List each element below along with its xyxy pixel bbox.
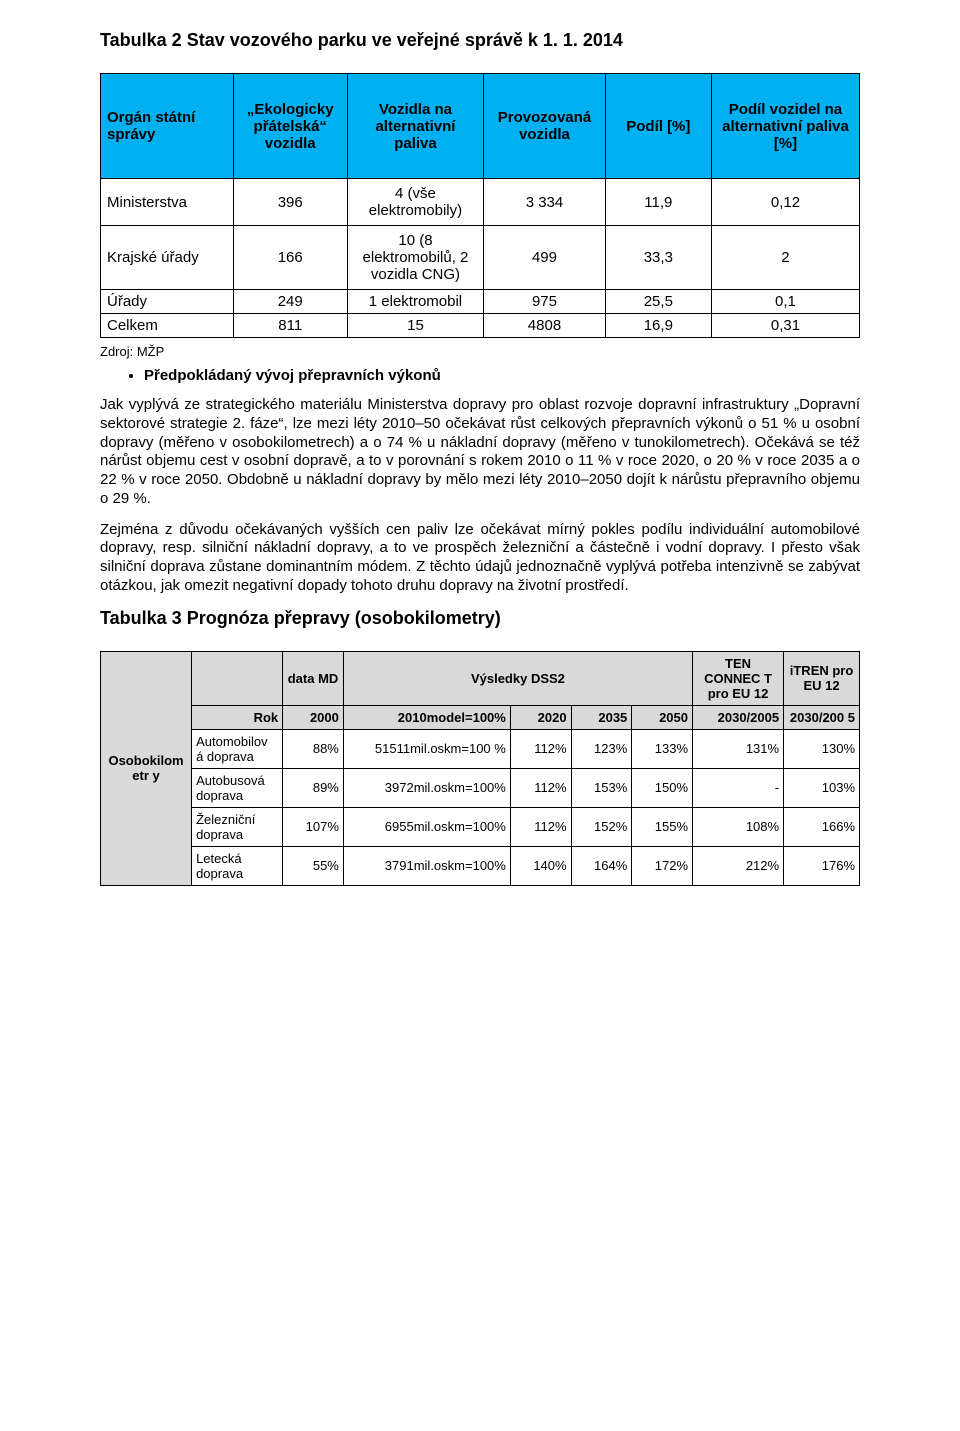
t1-r4c2: 811 — [233, 314, 347, 338]
t1-r4c4: 4808 — [484, 314, 605, 338]
t2-r2-a: 89% — [283, 768, 344, 807]
t1-h5: Podíl [%] — [605, 74, 711, 179]
t1-r1c6: 0,12 — [711, 179, 859, 226]
t2-itrencol: 2030/200 5 — [784, 705, 860, 729]
t2-r4-g: 176% — [784, 846, 860, 885]
t2-y2000: 2000 — [283, 705, 344, 729]
t2-r1-e: 133% — [632, 729, 693, 768]
t1-r4c3: 15 — [347, 314, 484, 338]
t1-r3c5: 25,5 — [605, 290, 711, 314]
t1-h1: Orgán státní správy — [101, 74, 234, 179]
t2-left: Osobokilometr y — [101, 651, 192, 885]
t2-r1-f: 131% — [693, 729, 784, 768]
t1-h4: Provozovaná vozidla — [484, 74, 605, 179]
t2-r3-a: 107% — [283, 807, 344, 846]
t1-r3c6: 0,1 — [711, 290, 859, 314]
t1-r1c5: 11,9 — [605, 179, 711, 226]
table3-title: Tabulka 3 Prognóza přepravy (osobokilome… — [100, 608, 860, 629]
t1-r4c1: Celkem — [101, 314, 234, 338]
t1-r4c6: 0,31 — [711, 314, 859, 338]
t1-r2c1: Krajské úřady — [101, 226, 234, 290]
t2-blank1 — [192, 651, 283, 705]
t1-h2: „Ekologicky přátelská“ vozidla — [233, 74, 347, 179]
t2-r3-b: 6955mil.oskm=100% — [343, 807, 510, 846]
t2-r2-f: - — [693, 768, 784, 807]
t1-r2c3: 10 (8 elektromobilů, 2 vozidla CNG) — [347, 226, 484, 290]
t1-r3c1: Úřady — [101, 290, 234, 314]
t2-r1-name: Automobilov á doprava — [192, 729, 283, 768]
t2-r3-f: 108% — [693, 807, 784, 846]
t2-h-vysledky: Výsledky DSS2 — [343, 651, 692, 705]
t2-h-itren: iTREN pro EU 12 — [784, 651, 860, 705]
t2-y2050: 2050 — [632, 705, 693, 729]
t2-r1-c: 112% — [510, 729, 571, 768]
t2-r2-g: 103% — [784, 768, 860, 807]
t1-h6: Podíl vozidel na alternativní paliva [%] — [711, 74, 859, 179]
t2-r2-d: 153% — [571, 768, 632, 807]
t1-r3c2: 249 — [233, 290, 347, 314]
t2-r3-c: 112% — [510, 807, 571, 846]
t2-r4-a: 55% — [283, 846, 344, 885]
t2-r3-e: 155% — [632, 807, 693, 846]
t2-y2010: 2010model=100% — [343, 705, 510, 729]
t1-r4c5: 16,9 — [605, 314, 711, 338]
t2-r1-a: 88% — [283, 729, 344, 768]
t1-r1c1: Ministerstva — [101, 179, 234, 226]
t2-r1-d: 123% — [571, 729, 632, 768]
t2-tencol: 2030/2005 — [693, 705, 784, 729]
t2-r3-name: Železniční doprava — [192, 807, 283, 846]
t2-h-ten: TEN CONNEC T pro EU 12 — [693, 651, 784, 705]
table-forecast: Osobokilometr y data MD Výsledky DSS2 TE… — [100, 651, 860, 886]
t1-r2c5: 33,3 — [605, 226, 711, 290]
t2-r1-b: 51511mil.oskm=100 % — [343, 729, 510, 768]
t2-y2035: 2035 — [571, 705, 632, 729]
t1-r3c3: 1 elektromobil — [347, 290, 484, 314]
t1-r2c2: 166 — [233, 226, 347, 290]
source-label: Zdroj: MŽP — [100, 344, 860, 359]
t2-r2-c: 112% — [510, 768, 571, 807]
t2-r1-g: 130% — [784, 729, 860, 768]
t2-r4-name: Letecká doprava — [192, 846, 283, 885]
t1-r1c4: 3 334 — [484, 179, 605, 226]
t1-r2c6: 2 — [711, 226, 859, 290]
t2-y2020: 2020 — [510, 705, 571, 729]
table-vehicle-fleet: Orgán státní správy „Ekologicky přátelsk… — [100, 73, 860, 338]
t2-r2-b: 3972mil.oskm=100% — [343, 768, 510, 807]
paragraph-2: Zejména z důvodu očekávaných vyšších cen… — [100, 521, 860, 596]
t2-r4-c: 140% — [510, 846, 571, 885]
t2-r3-d: 152% — [571, 807, 632, 846]
bullet-forecast: Předpokládaný vývoj přepravních výkonů — [144, 367, 860, 384]
t1-r3c4: 975 — [484, 290, 605, 314]
t2-r4-f: 212% — [693, 846, 784, 885]
t2-r4-e: 172% — [632, 846, 693, 885]
t1-r1c2: 396 — [233, 179, 347, 226]
t2-r2-e: 150% — [632, 768, 693, 807]
t2-rok: Rok — [192, 705, 283, 729]
t2-r2-name: Autobusová doprava — [192, 768, 283, 807]
t2-r3-g: 166% — [784, 807, 860, 846]
t2-r4-d: 164% — [571, 846, 632, 885]
paragraph-1: Jak vyplývá ze strategického materiálu M… — [100, 396, 860, 509]
t2-h-datamd: data MD — [283, 651, 344, 705]
table2-title: Tabulka 2 Stav vozového parku ve veřejné… — [100, 30, 860, 51]
t1-r2c4: 499 — [484, 226, 605, 290]
t1-r1c3: 4 (vše elektromobily) — [347, 179, 484, 226]
t2-r4-b: 3791mil.oskm=100% — [343, 846, 510, 885]
t1-h3: Vozidla na alternativní paliva — [347, 74, 484, 179]
